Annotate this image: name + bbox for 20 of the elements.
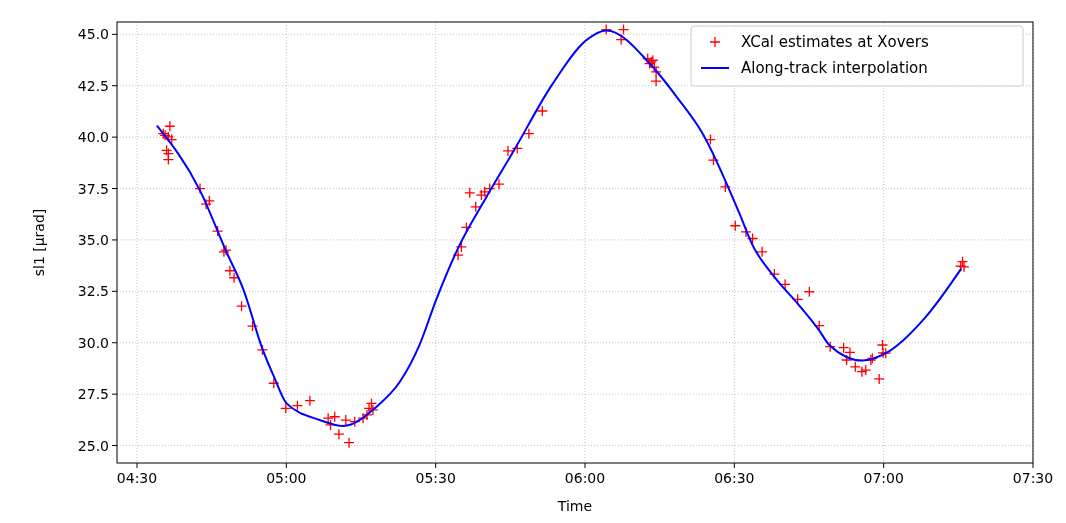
y-tick-label: 35.0 <box>77 231 109 248</box>
y-tick-label: 37.5 <box>77 180 109 197</box>
x-tick-label: 07:30 <box>1012 470 1054 486</box>
x-tick-label: 05:30 <box>415 470 456 486</box>
y-tick-label: 42.5 <box>77 77 109 94</box>
x-axis-title: Time <box>556 498 593 514</box>
y-tick-label: 27.5 <box>77 386 109 403</box>
x-tick-label: 05:00 <box>266 470 307 486</box>
legend-label: XCal estimates at Xovers <box>741 33 929 51</box>
x-tick-label: 06:30 <box>714 470 755 486</box>
legend-label: Along-track interpolation <box>741 59 928 77</box>
y-tick-label: 32.5 <box>77 283 109 300</box>
y-tick-label: 25.0 <box>77 437 109 454</box>
y-tick-label: 30.0 <box>77 334 109 351</box>
x-tick-label: 06:00 <box>564 470 606 486</box>
y-axis-title: sl1 [µrad] <box>31 208 47 277</box>
y-tick-label: 45.0 <box>77 26 109 43</box>
y-tick-label: 40.0 <box>77 129 109 146</box>
x-tick-label: 07:00 <box>863 470 904 486</box>
x-tick-label: 04:30 <box>116 470 158 486</box>
